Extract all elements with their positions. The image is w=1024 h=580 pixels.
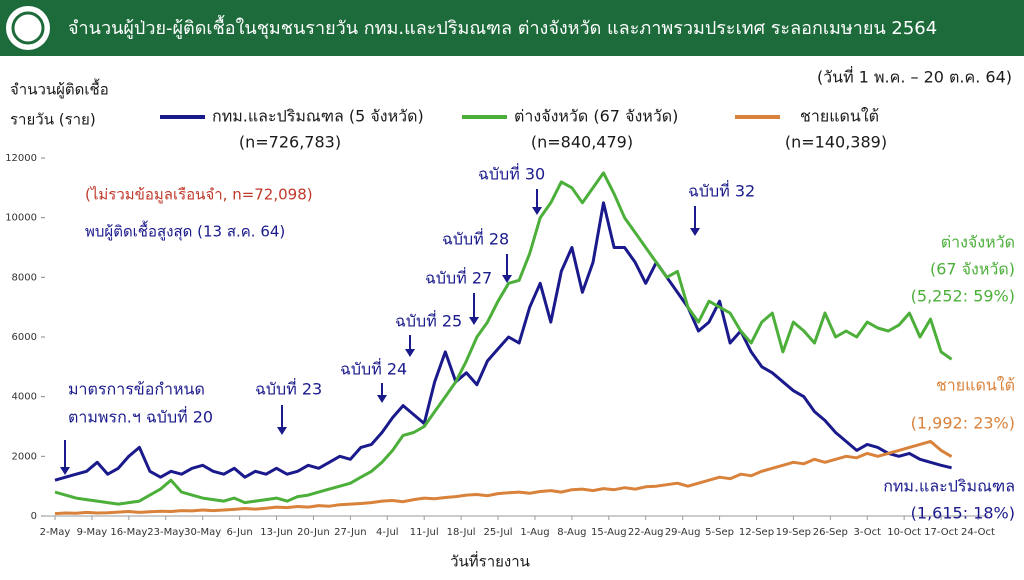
x-tick-label: 15-Aug (591, 527, 627, 538)
x-tick-label: 18-Jul (447, 527, 476, 538)
end-label: (5,252: 59%) (911, 287, 1015, 306)
x-tick-label: 6-Jun (227, 527, 253, 538)
arrow-head (405, 349, 415, 357)
x-tick-label: 1-Aug (520, 527, 549, 538)
x-tick-label: 4-Jul (376, 527, 399, 538)
legend-label: ชายแดนใต้ (800, 107, 879, 126)
x-tick-label: 20-Jun (297, 527, 330, 538)
y-tick-label: 6000 (12, 332, 37, 343)
series-line (54, 201, 952, 482)
x-tick-label: 23-May (147, 527, 184, 538)
x-tick-label: 11-Jul (410, 527, 439, 538)
legend-label: ต่างจังหวัด (67 จังหวัด) (514, 107, 678, 126)
end-label: (1,615: 18%) (911, 504, 1015, 523)
end-label: กทม.และปริมณฑล (883, 477, 1015, 496)
x-tick-label: 2-May (40, 527, 71, 538)
x-tick-label: 26-Sep (813, 527, 848, 538)
arrow-head (690, 228, 700, 236)
arrow-head (277, 427, 287, 435)
annotation: ฉบับที่ 24 (340, 358, 407, 379)
arrow-head (502, 275, 512, 283)
x-tick-label: 3-Oct (853, 527, 881, 538)
legend-n: (n=840,479) (531, 133, 633, 152)
annotation: ฉบับที่ 25 (395, 310, 462, 331)
y-tick-label: 4000 (12, 392, 37, 403)
series-line (54, 171, 953, 506)
x-tick-label: 9-May (77, 527, 108, 538)
y-tick-label: 10000 (5, 213, 37, 224)
x-tick-label: 29-Aug (665, 527, 701, 538)
y-tick-label: 12000 (5, 153, 37, 164)
date-range: (วันที่ 1 พ.ค. – 20 ต.ค. 64) (817, 66, 1012, 87)
annotation: ตามพรก.ฯ ฉบับที่ 20 (68, 406, 213, 427)
x-tick-label: 25-Jul (484, 527, 513, 538)
y-tick-label: 2000 (12, 451, 37, 462)
annotation: มาตรการข้อกำหนด (68, 380, 205, 399)
legend-n: (n=140,389) (785, 133, 887, 152)
x-tick-label: 10-Oct (887, 527, 921, 538)
x-tick-label: 22-Aug (628, 527, 664, 538)
annotation: ฉบับที่ 23 (255, 378, 322, 399)
arrow-head (469, 317, 479, 325)
x-tick-label: 12-Sep (739, 527, 774, 538)
series-line (54, 439, 953, 516)
x-tick-label: 27-Jun (334, 527, 367, 538)
arrow-head (377, 395, 387, 403)
legend-n: (n=726,783) (239, 133, 341, 152)
x-tick-label: 19-Sep (776, 527, 811, 538)
x-label: วันที่รายงาน (450, 551, 530, 571)
x-tick-label: 16-May (110, 527, 147, 538)
arrow-head (60, 467, 70, 475)
annotation: ฉบับที่ 27 (425, 267, 492, 288)
annotation: ฉบับที่ 32 (688, 180, 755, 201)
x-tick-label: 30-May (184, 527, 221, 538)
arrow-head (532, 207, 542, 215)
y-label: รายวัน (ราย) (10, 111, 96, 129)
y-label: จำนวนผู้ติดเชื้อ (10, 79, 109, 99)
x-tick-label: 17-Oct (924, 527, 958, 538)
y-tick-label: 8000 (12, 272, 37, 283)
x-tick-label: 8-Aug (557, 527, 586, 538)
end-label: (1,992: 23%) (911, 414, 1015, 433)
end-label: ต่างจังหวัด (941, 233, 1015, 252)
header-bar (0, 0, 1024, 56)
annotation: ฉบับที่ 28 (442, 228, 509, 249)
note: พบผู้ติดเชื้อสูงสุด (13 ส.ค. 64) (85, 221, 285, 242)
x-tick-label: 5-Sep (705, 527, 734, 538)
legend-label: กทม.และปริมณฑล (5 จังหวัด) (212, 107, 424, 126)
annotation: ฉบับที่ 30 (478, 163, 545, 184)
x-tick-label: 13-Jun (260, 527, 293, 538)
y-tick-label: 0 (31, 511, 37, 522)
logo-ring (11, 11, 45, 45)
end-label: (67 จังหวัด) (930, 260, 1015, 279)
note: (ไม่รวมข้อมูลเรือนจำ, n=72,098) (85, 186, 313, 204)
x-tick-label: 24-Oct (961, 527, 995, 538)
title: จำนวนผู้ป่วย-ผู้ติดเชื้อในชุมชนรายวัน กท… (68, 15, 937, 39)
end-label: ชายแดนใต้ (936, 376, 1015, 395)
